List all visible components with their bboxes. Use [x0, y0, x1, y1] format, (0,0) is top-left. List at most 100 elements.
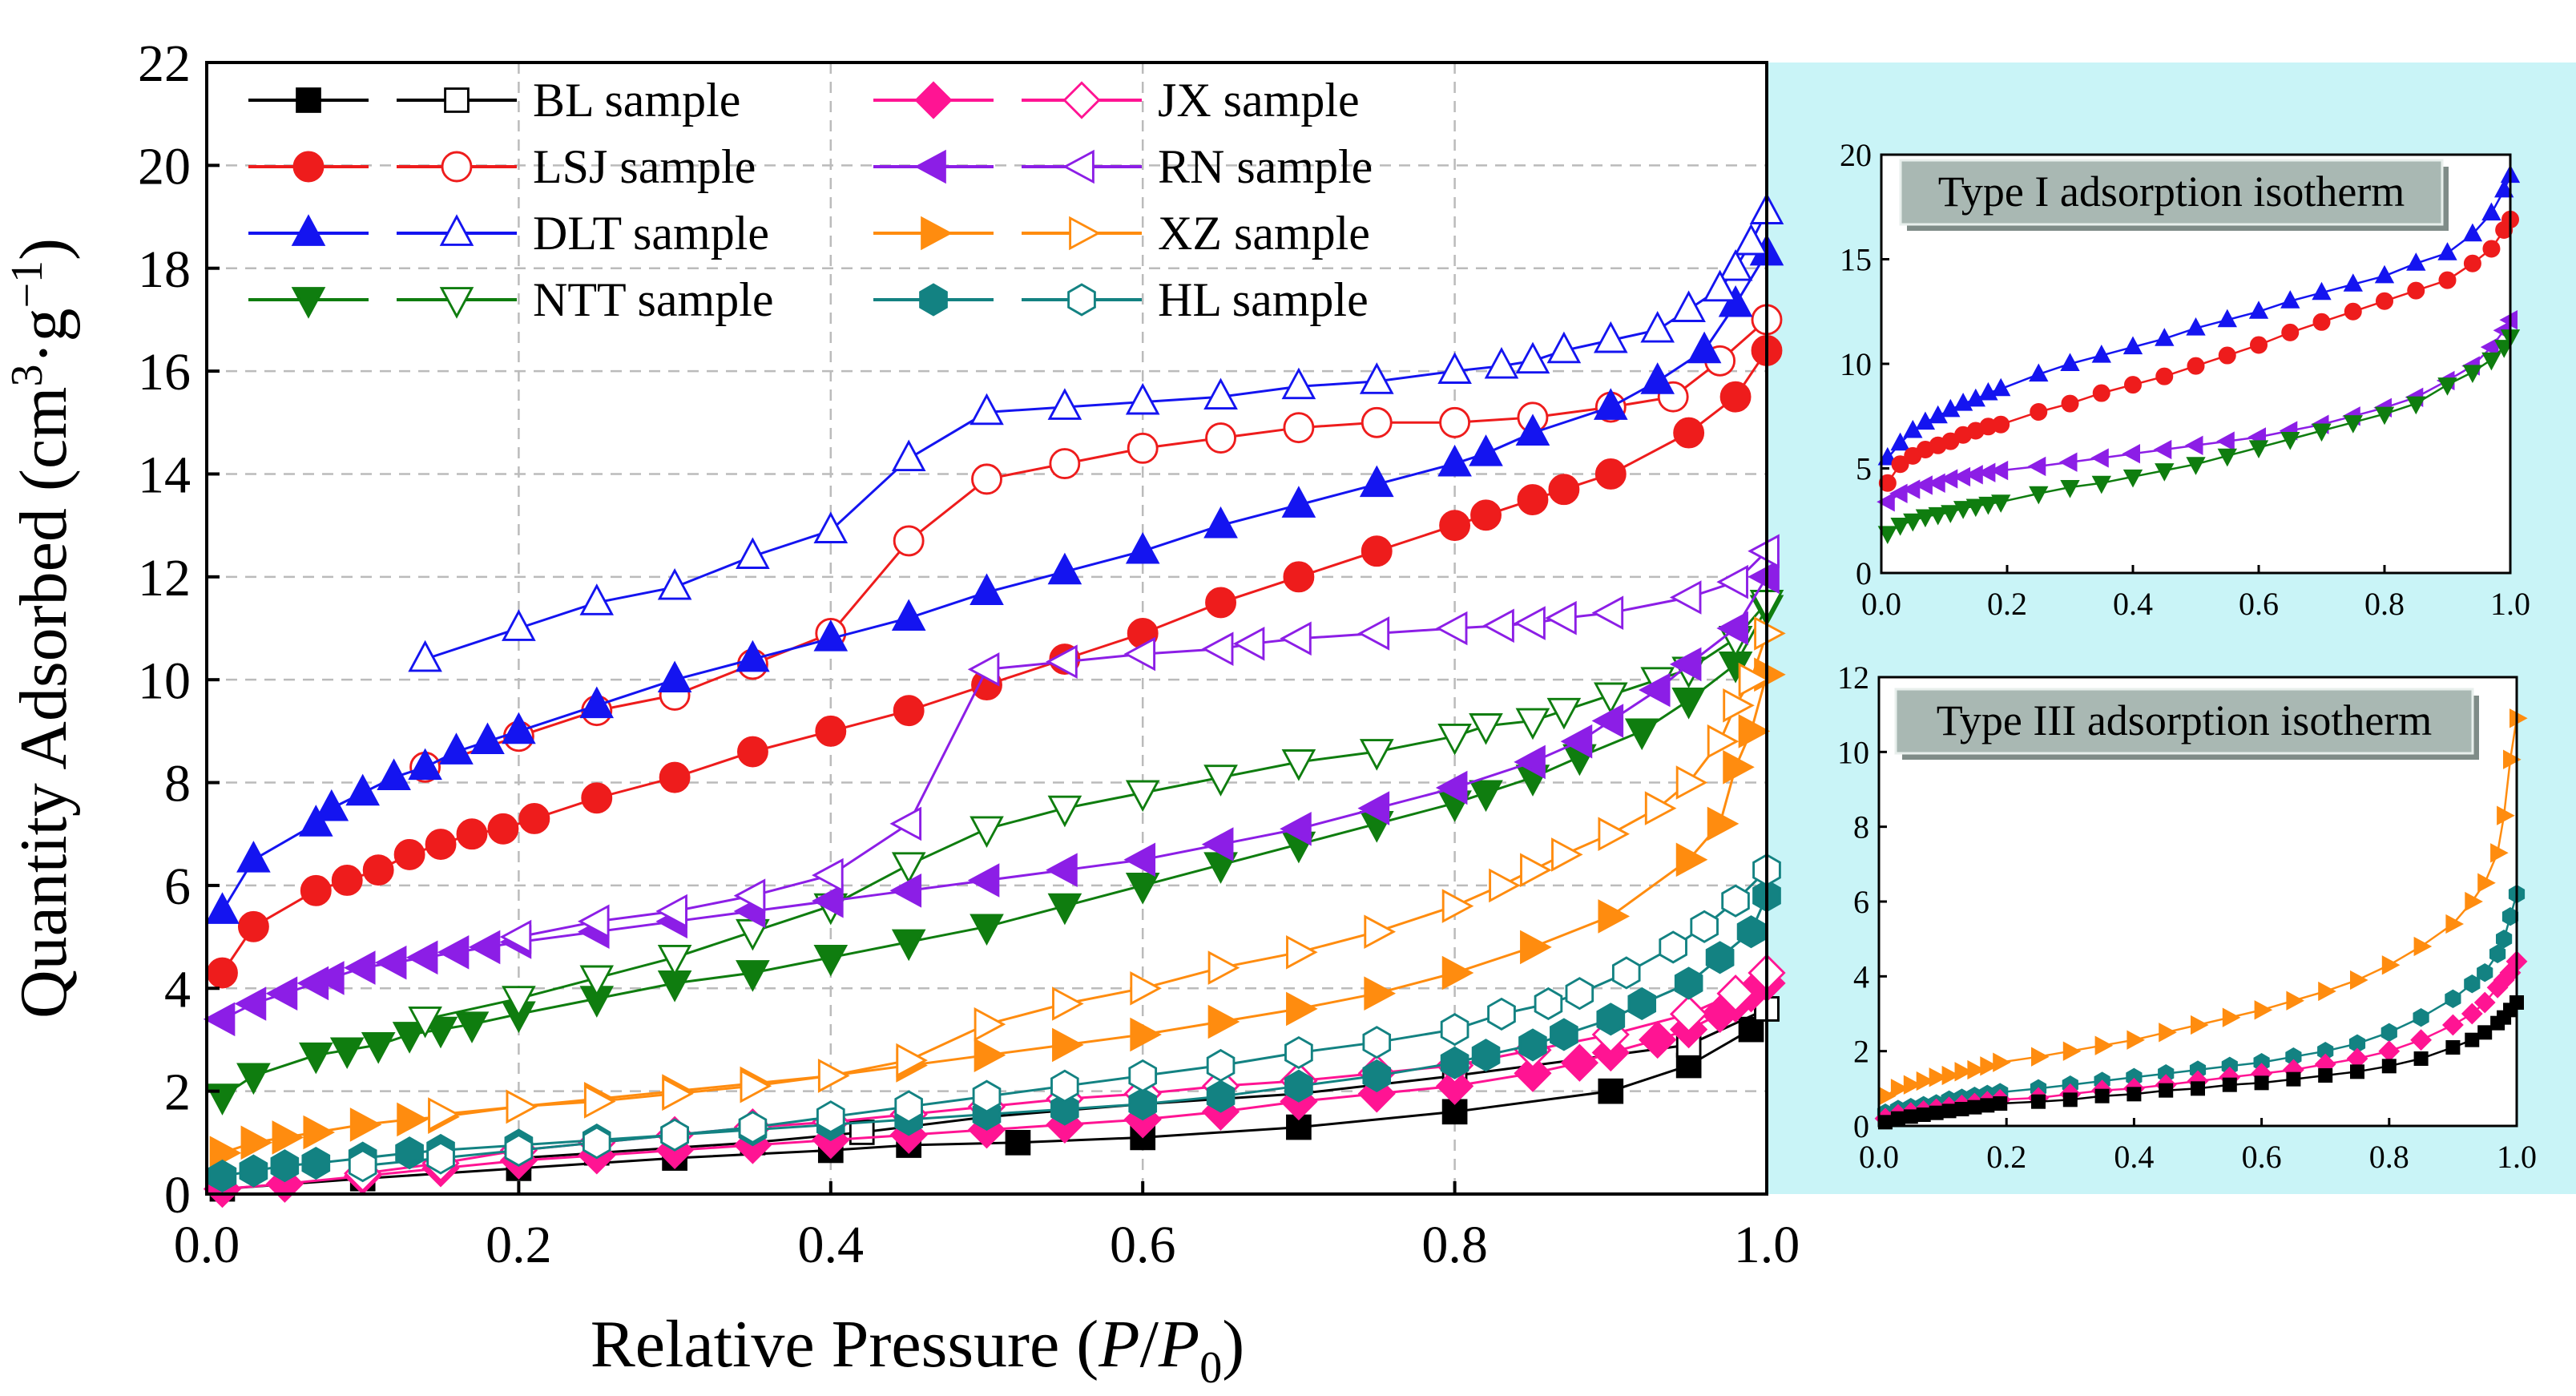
- data-point-dlt-desorption: [1640, 310, 1675, 343]
- data-point-bl: [1993, 1096, 2008, 1111]
- legend-marker-open: [1062, 81, 1101, 119]
- data-point-lsj-adsorption: [1594, 458, 1627, 490]
- y-tick-label: 2: [164, 1063, 191, 1122]
- data-point-ntt: [2155, 463, 2175, 482]
- data-point-xz: [2381, 955, 2401, 975]
- data-point-xz-adsorption: [349, 1108, 382, 1142]
- data-point-rn-adsorption: [405, 940, 438, 975]
- x-axis-label-sub0: 0: [1199, 1343, 1222, 1393]
- data-point-xz: [2413, 936, 2433, 957]
- y-tick-label: 0: [164, 1166, 191, 1225]
- series-lsj-desorption: [409, 304, 1783, 783]
- data-point-hl: [2413, 1008, 2429, 1027]
- data-point-dlt-adsorption: [736, 639, 770, 672]
- data-point-xz: [2445, 914, 2465, 934]
- data-point-lsj-adsorption: [1470, 499, 1502, 531]
- data-point-dlt-adsorption: [1469, 434, 1503, 466]
- data-point-dlt: [2186, 317, 2206, 336]
- data-point-rn-desorption: [1748, 534, 1780, 569]
- inset-type-iii-series: [1874, 708, 2528, 1130]
- data-point-dlt: [2122, 336, 2143, 355]
- y-tick-label: 12: [138, 549, 191, 607]
- data-point-dlt-adsorption: [205, 892, 240, 924]
- data-point-xz-desorption: [817, 1059, 850, 1093]
- data-point-xz: [1903, 1075, 1922, 1095]
- x-axis-label: Relative Pressure (P/P0): [591, 1307, 1244, 1393]
- legend-marker-open: [441, 151, 473, 183]
- data-point-bl: [1980, 1098, 1995, 1113]
- data-point-hl-adsorption: [1736, 915, 1766, 949]
- main-plot: 0.0 0.2 0.4 0.6 0.8 1.0 0 2 4 6 8 10 12 14 16 18 20 22 BL…: [2, 34, 1800, 1393]
- data-point-dlt: [2217, 309, 2237, 328]
- data-point-rn-adsorption: [1669, 647, 1702, 682]
- data-point-xz-desorption: [1052, 986, 1084, 1021]
- data-point-dlt: [2406, 252, 2426, 271]
- data-point-lsj: [2344, 302, 2362, 321]
- legend-label: JX sample: [1158, 74, 1360, 127]
- data-point-ntt-desorption: [1593, 682, 1628, 715]
- data-point-ntt: [2494, 340, 2514, 358]
- data-point-hl-desorption: [1534, 986, 1563, 1021]
- data-point-ntt-desorption: [1437, 723, 1472, 756]
- data-point-jx-adsorption: [1639, 1020, 1677, 1059]
- data-point-ntt: [2312, 423, 2332, 442]
- data-point-dlt: [1890, 432, 1910, 451]
- data-point-ntt-adsorption: [454, 1011, 490, 1043]
- data-point-ntt: [2343, 415, 2363, 434]
- data-point-rn-adsorption: [889, 873, 922, 908]
- data-point-lsj-adsorption: [893, 695, 925, 727]
- data-point-bl: [2465, 1032, 2480, 1047]
- y-tick-label: 22: [138, 34, 191, 93]
- data-point-dlt-adsorption: [470, 722, 505, 755]
- data-point-bl: [2062, 1092, 2078, 1108]
- data-point-xz: [2254, 1000, 2273, 1020]
- data-point-rn: [2058, 452, 2078, 472]
- series-xz-desorption: [428, 616, 1786, 1132]
- data-point-hl-adsorption: [1362, 1059, 1392, 1092]
- series-bl: [1877, 995, 2524, 1130]
- y-axis-label: Quantity Adsorbed (cm3·g−1): [2, 238, 81, 1019]
- data-point-hl-desorption: [1565, 977, 1594, 1011]
- data-point-rn-adsorption: [203, 1002, 236, 1037]
- data-point-xz-adsorption: [1207, 1004, 1240, 1039]
- x-tick-label: 0.8: [2364, 586, 2405, 622]
- data-point-dlt-adsorption: [970, 573, 1004, 605]
- legend-label: HL sample: [1158, 273, 1369, 326]
- data-point-lsj-desorption: [1361, 406, 1393, 438]
- data-point-dlt-adsorption: [502, 712, 536, 744]
- data-point-ntt: [2186, 457, 2206, 475]
- data-point-hl-adsorption: [1440, 1046, 1469, 1079]
- data-point-dlt-adsorption: [298, 805, 333, 837]
- main-plot-frame: [205, 61, 1768, 1196]
- data-point-dlt-adsorption: [579, 686, 615, 719]
- data-point-xz-adsorption: [1286, 991, 1318, 1027]
- data-point-lsj: [2218, 346, 2236, 365]
- y-tick-label: 14: [138, 446, 191, 505]
- data-point-lsj-adsorption: [1439, 510, 1471, 542]
- data-point-dlt: [2437, 242, 2457, 260]
- data-point-xz-adsorption: [1441, 955, 1474, 991]
- data-point-lsj-adsorption: [518, 803, 550, 834]
- data-point-xz: [2503, 749, 2522, 769]
- data-point-rn-adsorption: [1514, 744, 1546, 780]
- legend-item-dlt-sample: DLT sample: [248, 207, 769, 260]
- data-point-ntt-desorption: [891, 852, 926, 884]
- data-point-dlt-adsorption: [314, 789, 349, 821]
- data-point-rn-adsorption: [812, 883, 844, 918]
- data-point-hl-adsorption: [239, 1154, 268, 1188]
- data-point-bl: [1954, 1102, 1969, 1116]
- data-point-dlt-adsorption: [377, 758, 411, 790]
- data-point-lsj: [2312, 313, 2331, 331]
- main-ticks: 0.0 0.2 0.4 0.6 0.8 1.0 0 2 4 6 8 10 12 14 16 18 20 22: [138, 34, 1800, 1274]
- data-point-rn: [2216, 431, 2235, 451]
- data-point-xz: [2286, 991, 2305, 1011]
- data-point-rn-desorption: [655, 894, 687, 929]
- data-point-ntt: [2091, 475, 2111, 494]
- data-point-hl-desorption: [1362, 1026, 1392, 1059]
- series-dlt-adsorption: [205, 233, 1784, 924]
- data-point-bl: [2350, 1064, 2364, 1079]
- data-point-dlt-desorption: [657, 567, 692, 600]
- data-point-hl-desorption: [1050, 1069, 1079, 1103]
- data-point-ntt: [1965, 498, 1985, 518]
- data-point-hl-desorption: [1659, 930, 1687, 964]
